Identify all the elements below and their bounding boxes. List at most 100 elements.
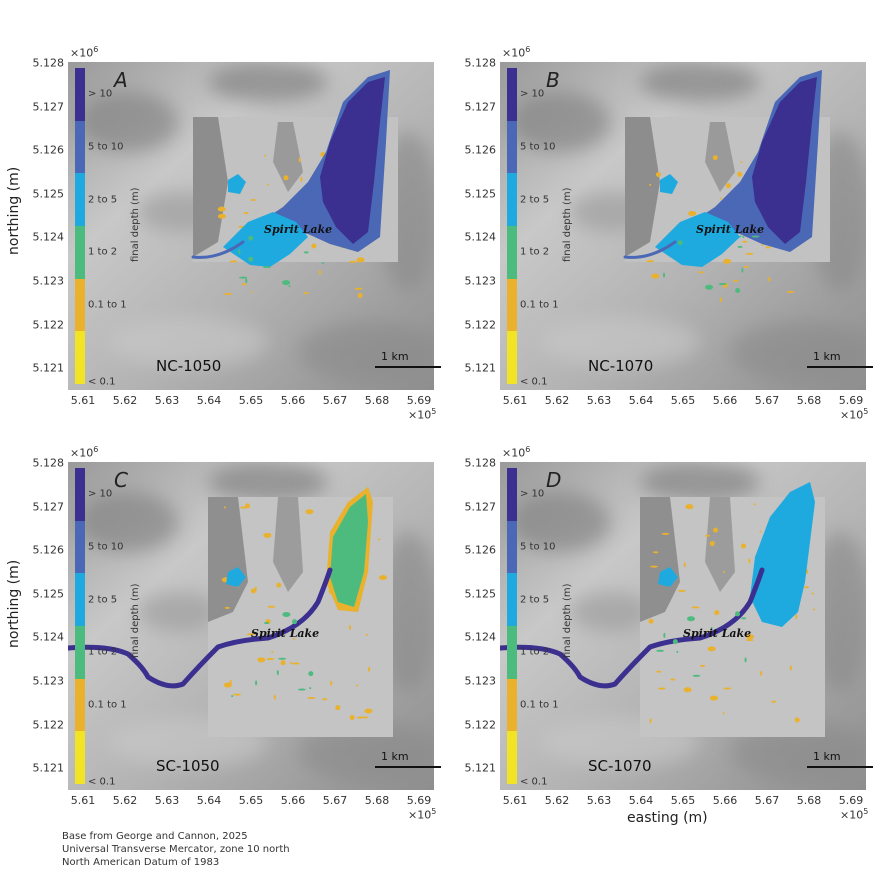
y-multiplier-base: ×10 [502,446,526,460]
water-1-2 [330,494,368,607]
y-tick-label: 5.121 [32,361,65,375]
colorbar-label: 0.1 to 1 [88,699,127,711]
water-patch [705,630,708,633]
colorbar-label: 0.1 to 1 [520,699,559,711]
water-patch [650,565,659,568]
water-patch [656,649,665,652]
x-multiplier: ×105 [408,407,436,422]
water-patch [223,506,226,509]
water-patch [224,292,233,295]
water-patch [735,288,741,294]
y-tick-label: 5.122 [464,318,497,332]
water-patch [806,569,809,575]
water-patch [707,646,716,652]
scale-bar [375,766,441,768]
water-patch [378,538,381,541]
water-patch [661,532,670,535]
water-patch [335,705,341,711]
y-tick-label: 5.125 [464,587,497,601]
colorbar-swatch [507,120,517,174]
y-tick-label: 5.128 [464,56,497,70]
water-patch [786,290,795,293]
x-tick-label: 5.69 [838,394,864,407]
x-tick-label: 5.65 [670,394,696,407]
water-patch [718,282,727,285]
x-tick-label: 5.65 [238,794,264,807]
water-patch [217,213,226,219]
water-patch [794,717,800,723]
y-tick-label: 5.126 [464,143,497,157]
water-patch [291,662,300,665]
water-patch [725,183,731,189]
water-patch [356,716,365,719]
water-patch [813,608,816,611]
water-patch [765,246,771,249]
river-channel [623,240,677,259]
water-patch [224,606,230,609]
water-patch [742,236,745,239]
water-patch [276,582,282,588]
water-patch [670,678,676,681]
y-tick-label: 5.126 [464,543,497,557]
water-patch [709,695,718,701]
water-patch [257,657,266,663]
x-multiplier-base: ×10 [840,808,864,822]
y-multiplier: ×106 [502,45,530,60]
water-patch [318,269,321,275]
water-patch [303,292,309,295]
water-patch [705,284,714,290]
x-tick-label: 5.63 [586,794,612,807]
scale-bar [375,366,441,368]
x-tick-label: 5.62 [544,394,570,407]
water-patch [657,687,666,690]
water-patch [709,541,715,547]
water-patch [748,558,751,564]
water-patch [356,257,365,263]
water-patch [713,527,719,533]
x-tick-label: 5.61 [502,394,528,407]
colorbar-label: < 0.1 [520,376,548,388]
ridge-shade [273,497,303,592]
water-patch [735,611,741,617]
water-patch [283,175,289,181]
y-tick-label: 5.125 [464,187,497,201]
x-tick-label: 5.68 [796,394,822,407]
x-tick-label: 5.67 [322,794,348,807]
water-patch [231,695,234,698]
y-multiplier-exp: 6 [93,445,99,454]
water-patch [251,290,254,293]
x-tick-label: 5.61 [70,394,96,407]
x-tick-label: 5.67 [754,394,780,407]
ridge-shade [208,497,248,622]
colorbar-title: final depth (m) [562,187,573,262]
water-patch [804,586,810,589]
x-multiplier-base: ×10 [408,408,432,422]
water-patch [722,712,725,715]
water-patch [651,273,660,279]
water-patch [705,534,711,537]
hillshade-map [68,462,434,790]
lake-label: Spirit Lake [683,627,752,640]
water-patch [311,243,317,249]
colorbar-label: 2 to 5 [520,594,550,606]
scale-bar-label: 1 km [813,750,841,763]
water-patch [771,700,777,703]
colorbar-swatch [507,520,517,574]
water-patch [743,265,749,268]
y-tick-label: 5.124 [32,230,65,244]
colorbar-swatch [507,173,517,226]
scale-bar [807,766,873,768]
y-tick-label: 5.128 [32,456,65,470]
y-multiplier-exp: 6 [525,45,531,54]
water-patch [248,235,254,241]
water-2-5 [223,212,308,267]
water-2-5 [655,212,740,267]
y-tick-label: 5.121 [464,361,497,375]
water-patch [307,696,316,699]
water-patch [710,627,713,630]
colorbar-swatch [75,678,85,732]
y-multiplier: ×106 [70,445,98,460]
x-multiplier: ×105 [840,407,868,422]
water-patch [745,634,754,640]
water-patch [254,586,257,592]
